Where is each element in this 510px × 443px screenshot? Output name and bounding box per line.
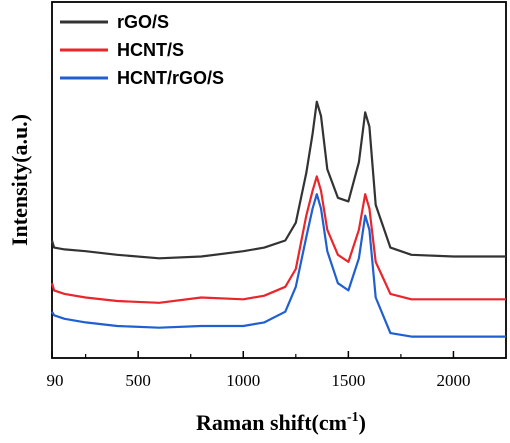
legend: rGO/S HCNT/S HCNT/rGO/S (60, 12, 224, 88)
x-tick-label: 1000 (226, 371, 260, 390)
y-axis-title: Intensity(a.u.) (7, 114, 32, 246)
x-axis-title: Raman shift(cm-1) (196, 410, 366, 435)
series-line-1 (50, 100, 506, 260)
series-line-3 (51, 193, 506, 338)
x-tick-label: 500 (125, 371, 151, 390)
x-tick-label: 2000 (436, 371, 470, 390)
series-line-2 (50, 175, 506, 304)
plot-frame (51, 1, 507, 359)
x-axis-title-close: ) (359, 410, 366, 435)
x-axis-title-sup: -1 (347, 410, 359, 425)
x-tick-label: 90 (47, 371, 64, 390)
x-tick-label: 1500 (331, 371, 365, 390)
x-ticks: 90 500 1000 1500 2000 (47, 351, 470, 390)
x-axis-title-main: Raman shift(cm (196, 410, 347, 435)
legend-label-2: HCNT/S (117, 40, 184, 60)
series-layer (50, 100, 506, 338)
legend-label-3: HCNT/rGO/S (117, 68, 224, 88)
legend-label-1: rGO/S (117, 12, 169, 32)
